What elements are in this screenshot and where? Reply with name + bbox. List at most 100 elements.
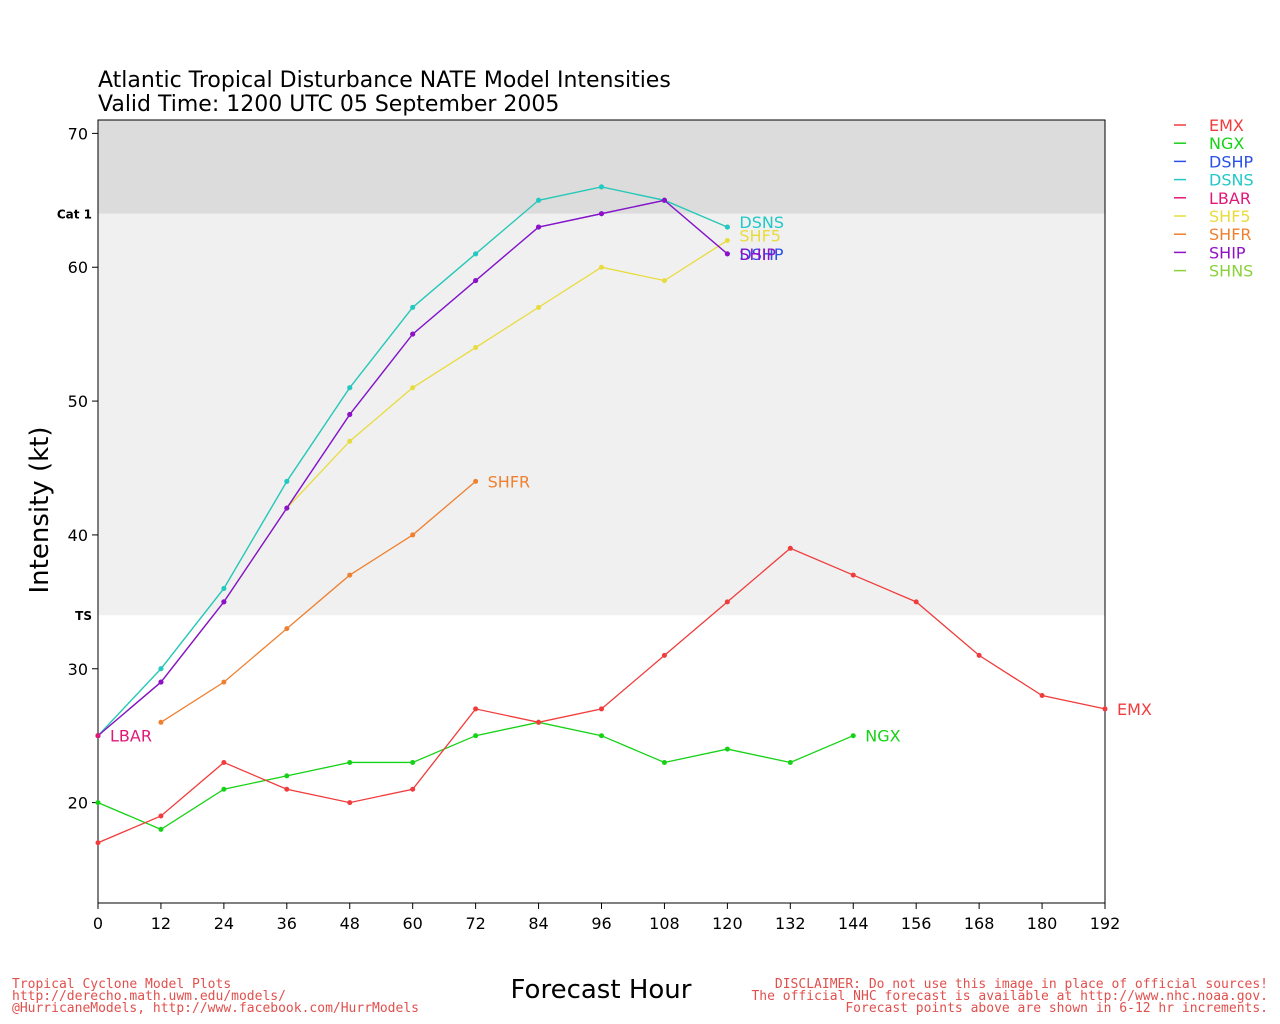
data-point-emx <box>221 759 227 765</box>
data-point-emx <box>724 599 730 605</box>
data-point-dsns <box>410 304 416 310</box>
legend-item-dsns: DSNS <box>1174 171 1254 190</box>
data-point-shfr <box>284 626 290 632</box>
y-tick-label: 60 <box>68 258 88 277</box>
legend-label: DSHP <box>1209 152 1254 171</box>
legend-item-shf5: SHF5 <box>1174 207 1251 226</box>
y-tick-label: 20 <box>68 794 88 813</box>
x-axis-label: Forecast Hour <box>511 975 692 1005</box>
data-point-emx <box>473 706 479 712</box>
data-point-emx <box>976 652 982 658</box>
legend-label: DSNS <box>1209 171 1254 190</box>
data-point-dsns <box>347 385 353 391</box>
footer-right-line-2: The official NHC forecast is available a… <box>751 989 1268 1004</box>
data-point-emx <box>1102 706 1108 712</box>
data-point-dsns <box>284 478 290 484</box>
x-tick-label: 192 <box>1090 914 1121 933</box>
data-point-ngx <box>850 733 856 739</box>
footer-right-line-1: DISCLAIMER: Do not use this image in pla… <box>775 977 1268 992</box>
data-point-dsns <box>221 585 227 591</box>
legend-label: LBAR <box>1209 189 1251 208</box>
series-lbar <box>95 733 101 739</box>
legend-label: SHNS <box>1209 262 1253 281</box>
x-tick-label: 48 <box>340 914 360 933</box>
data-point-ship <box>284 505 290 511</box>
data-point-ngx <box>95 800 101 806</box>
data-point-shfr <box>473 478 479 484</box>
x-tick-label: 72 <box>465 914 485 933</box>
y-tick-label: 30 <box>68 660 88 679</box>
data-point-ship <box>536 224 542 230</box>
data-point-ship <box>599 211 604 217</box>
data-point-dsns <box>599 184 604 190</box>
footer-right: DISCLAIMER: Do not use this image in pla… <box>751 977 1268 1016</box>
data-point-ngx <box>661 759 667 765</box>
series-lines <box>95 184 1108 846</box>
footer-right-line-3: Forecast points above are shown in 6-12 … <box>845 1001 1268 1016</box>
series-line-ngx <box>97 721 854 831</box>
axes: 0 12 24 36 48 60 72 84 96 108 120 132 144 156 168 180 19… <box>68 119 1121 933</box>
x-tick-label: 168 <box>964 914 995 933</box>
x-tick-label: 24 <box>214 914 234 933</box>
x-tick-label: 132 <box>775 914 806 933</box>
footer-left-line-1: Tropical Cyclone Model Plots <box>12 977 231 992</box>
end-label-emx: EMX <box>1117 700 1152 719</box>
x-tick-label: 144 <box>838 914 869 933</box>
data-point-ngx <box>599 733 604 739</box>
data-point-dsns <box>158 666 164 672</box>
x-tick-label: 108 <box>649 914 680 933</box>
data-point-ship <box>410 331 416 337</box>
data-point-ship <box>473 278 479 284</box>
data-point-ship <box>661 197 667 203</box>
data-point-emx <box>1039 693 1045 699</box>
data-point-ngx <box>221 786 227 792</box>
data-point-ship <box>158 679 164 685</box>
x-tick-label: 96 <box>591 914 611 933</box>
x-tick-label: 120 <box>712 914 743 933</box>
band-label-cat-1: Cat 1 <box>57 208 92 222</box>
data-point-dsns <box>473 251 479 257</box>
data-point-emx <box>913 599 919 605</box>
x-tick-label: 12 <box>151 914 171 933</box>
data-point-shf5 <box>410 385 416 391</box>
data-point-ngx <box>410 759 416 765</box>
legend-item-emx: EMX <box>1174 116 1244 135</box>
series-line-shfr <box>160 480 477 723</box>
data-point-emx <box>850 572 856 578</box>
legend-item-shns: SHNS <box>1174 262 1253 281</box>
chart-subtitle: Valid Time: 1200 UTC 05 September 2005 <box>98 92 559 117</box>
data-point-dsns <box>724 224 730 230</box>
band-cat-1 <box>98 120 1105 214</box>
x-tick-label: 0 <box>93 914 103 933</box>
band-label-ts: TS <box>75 609 92 623</box>
data-point-emx <box>284 786 290 792</box>
legend-label: SHIP <box>1209 243 1246 262</box>
data-point-ngx <box>158 826 164 832</box>
legend-label: SHF5 <box>1209 207 1251 226</box>
data-point-emx <box>536 719 542 725</box>
legend-item-dshp: DSHP <box>1174 152 1254 171</box>
data-point-shfr <box>347 572 353 578</box>
data-point-shf5 <box>661 278 667 284</box>
data-point-emx <box>158 813 164 819</box>
data-point-ngx <box>787 759 793 765</box>
data-point-dsns <box>536 197 542 203</box>
data-point-emx <box>347 800 353 806</box>
end-label-shfr: SHFR <box>488 472 531 491</box>
series-ship <box>95 197 730 739</box>
footer-left-line-3: @HurricaneModels, http://www.facebook.co… <box>12 1001 419 1016</box>
end-label-shf5: SHF5 <box>739 226 781 245</box>
x-tick-label: 60 <box>403 914 423 933</box>
footer-left: Tropical Cyclone Model Plots http://dere… <box>12 977 419 1016</box>
data-point-emx <box>410 786 416 792</box>
data-point-ngx <box>724 746 730 752</box>
data-point-shf5 <box>473 345 479 351</box>
y-tick-label: 50 <box>68 392 88 411</box>
footer-left-line-2: http://derecho.math.uwm.edu/models/ <box>12 989 286 1004</box>
legend-item-ship: SHIP <box>1174 243 1246 262</box>
data-point-shfr <box>158 719 164 725</box>
data-point-shf5 <box>724 237 730 243</box>
series-ngx <box>95 719 856 832</box>
